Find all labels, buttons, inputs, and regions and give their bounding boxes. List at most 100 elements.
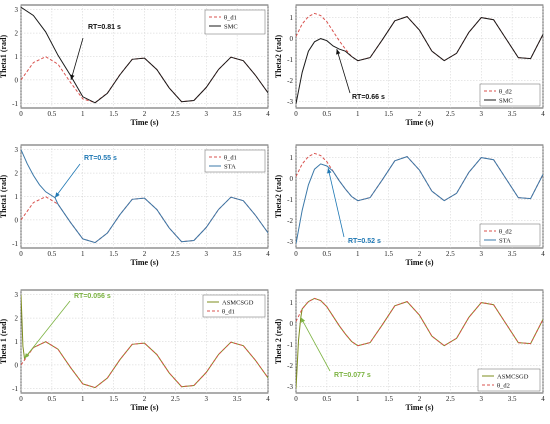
y-axis-label: Theta2 (rad)	[274, 175, 283, 219]
chart-panel-4: 0 0.5 1 1.5 2 2.5 3 3.5 4 -3 -2 -1 0 1 Time (s) Theta2 …	[274, 144, 545, 267]
series-line-2	[296, 16, 543, 104]
x-axis-label: Time (s)	[130, 403, 158, 412]
x-tick-label: 1.5	[109, 395, 118, 403]
chart-panel-6: 0 0.5 1 1.5 2 2.5 3 3.5 4 -3 -2 -1 0 1 Time (s) Theta 2…	[274, 289, 545, 412]
legend-label: θ_d1	[224, 155, 237, 162]
legend-label: SMC	[224, 24, 238, 31]
y-axis-label: Theta2 (rad)	[274, 35, 283, 79]
x-tick-label: 1	[356, 395, 360, 403]
y-tick-label: 2	[15, 30, 19, 38]
x-tick-label: 2.5	[171, 395, 180, 403]
x-tick-label: 3	[205, 250, 209, 258]
legend-label: θ_d1	[222, 309, 235, 316]
y-tick-label: 0	[290, 175, 294, 183]
annotation-label: RT=0.056 s	[74, 293, 111, 300]
x-axis-label: Time (s)	[405, 118, 433, 127]
x-tick-label: 2	[418, 110, 422, 118]
x-tick-label: 2.5	[171, 110, 180, 118]
annotation-label: RT=0.55 s	[84, 155, 117, 162]
x-tick-label: 0	[19, 250, 23, 258]
x-tick-label: 3.5	[233, 250, 242, 258]
y-tick-label: 1	[15, 193, 19, 201]
x-tick-label: 1	[81, 395, 85, 403]
x-tick-label: 3	[480, 110, 484, 118]
x-axis-label: Time (s)	[130, 118, 158, 127]
y-tick-label: 0	[290, 320, 294, 328]
y-tick-label: 2	[15, 315, 19, 323]
x-tick-label: 3.5	[508, 395, 517, 403]
x-tick-label: 0	[19, 110, 23, 118]
series-line-2	[21, 341, 268, 389]
x-tick-label: 1.5	[384, 250, 393, 258]
x-tick-label: 2	[143, 250, 147, 258]
y-tick-label: 0	[15, 76, 19, 84]
x-tick-label: 0.5	[323, 250, 332, 258]
annotation-arrow	[327, 168, 345, 238]
y-tick-label: -2	[287, 362, 293, 370]
x-tick-label: 1.5	[384, 110, 393, 118]
x-tick-label: 4	[541, 110, 545, 118]
x-tick-label: 2	[418, 250, 422, 258]
y-tick-label: 1	[15, 338, 19, 346]
x-tick-label: 0	[294, 110, 298, 118]
x-tick-label: 4	[541, 395, 545, 403]
x-tick-label: 1	[356, 250, 360, 258]
series-line-2	[296, 297, 543, 347]
y-tick-label: 2	[15, 170, 19, 178]
x-tick-label: 4	[266, 110, 270, 118]
x-tick-label: 0	[294, 395, 298, 403]
x-tick-label: 3	[205, 110, 209, 118]
x-tick-label: 2.5	[446, 110, 455, 118]
y-tick-label: 3	[15, 291, 19, 299]
y-tick-label: 3	[15, 6, 19, 14]
x-tick-label: 3.5	[233, 395, 242, 403]
y-tick-label: -1	[12, 240, 18, 248]
x-axis-label: Time (s)	[130, 258, 158, 267]
x-tick-label: 1	[81, 110, 85, 118]
annotation-arrow	[300, 317, 331, 372]
x-tick-label: 3	[480, 395, 484, 403]
series-line-2	[296, 156, 543, 244]
x-tick-label: 2.5	[171, 250, 180, 258]
x-tick-label: 4	[541, 250, 545, 258]
y-tick-label: -1	[287, 341, 293, 349]
series-line-2	[21, 6, 268, 104]
x-tick-label: 3	[205, 395, 209, 403]
x-tick-label: 1.5	[109, 110, 118, 118]
x-tick-label: 2	[418, 395, 422, 403]
x-tick-label: 1	[356, 110, 360, 118]
legend-label: θ_d2	[499, 229, 512, 236]
y-tick-label: -1	[12, 100, 18, 108]
annotation-arrowhead	[327, 168, 332, 174]
y-tick-label: 0	[15, 216, 19, 224]
series-line-2	[21, 149, 268, 244]
x-tick-label: 3.5	[233, 110, 242, 118]
annotation-label: RT=0.66 s	[352, 94, 385, 101]
annotation-arrow	[24, 300, 71, 359]
legend-label: θ_d2	[497, 383, 510, 390]
x-axis-label: Time (s)	[405, 403, 433, 412]
x-axis-label: Time (s)	[405, 258, 433, 267]
y-axis-label: Theta 1 (rad)	[0, 319, 8, 365]
y-tick-label: -1	[287, 56, 293, 64]
x-tick-label: 0	[19, 395, 23, 403]
annotation-label: RT=0.81 s	[88, 24, 121, 31]
x-tick-label: 0	[294, 250, 298, 258]
legend-label: θ_d1	[224, 15, 237, 22]
y-axis-label: Theta1 (rad)	[0, 35, 8, 79]
y-tick-label: 0	[15, 361, 19, 369]
x-tick-label: 2	[143, 395, 147, 403]
x-tick-label: 0.5	[48, 250, 57, 258]
y-tick-label: 0	[290, 35, 294, 43]
annotation-arrowhead	[70, 74, 75, 80]
annotation-label: RT=0.077 s	[334, 372, 371, 379]
y-tick-label: 1	[290, 299, 294, 307]
y-tick-label: -2	[287, 217, 293, 225]
y-tick-label: 1	[15, 53, 19, 61]
x-tick-label: 0.5	[323, 395, 332, 403]
x-tick-label: 0.5	[323, 110, 332, 118]
